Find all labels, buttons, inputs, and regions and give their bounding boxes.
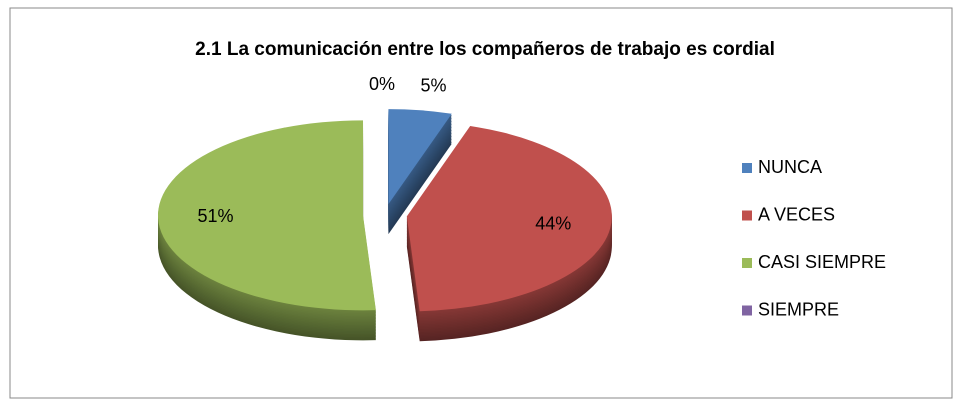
legend-label: CASI SIEMPRE: [758, 252, 886, 272]
legend-swatch: [742, 163, 752, 173]
data-label: 44%: [535, 214, 571, 234]
legend-label: NUNCA: [758, 157, 822, 177]
legend-swatch: [742, 258, 752, 268]
data-label: 5%: [421, 76, 447, 96]
legend-swatch: [742, 305, 752, 316]
legend-label: SIEMPRE: [758, 299, 839, 319]
data-label: 51%: [197, 206, 233, 226]
legend-swatch: [742, 210, 752, 221]
legend-label: A VECES: [758, 204, 835, 224]
slice: [406, 126, 612, 312]
data-label: 0%: [369, 74, 395, 94]
slice: [388, 109, 452, 205]
chart-title: 2.1 La comunicación entre los compañeros…: [195, 39, 775, 60]
slice: [158, 120, 376, 311]
